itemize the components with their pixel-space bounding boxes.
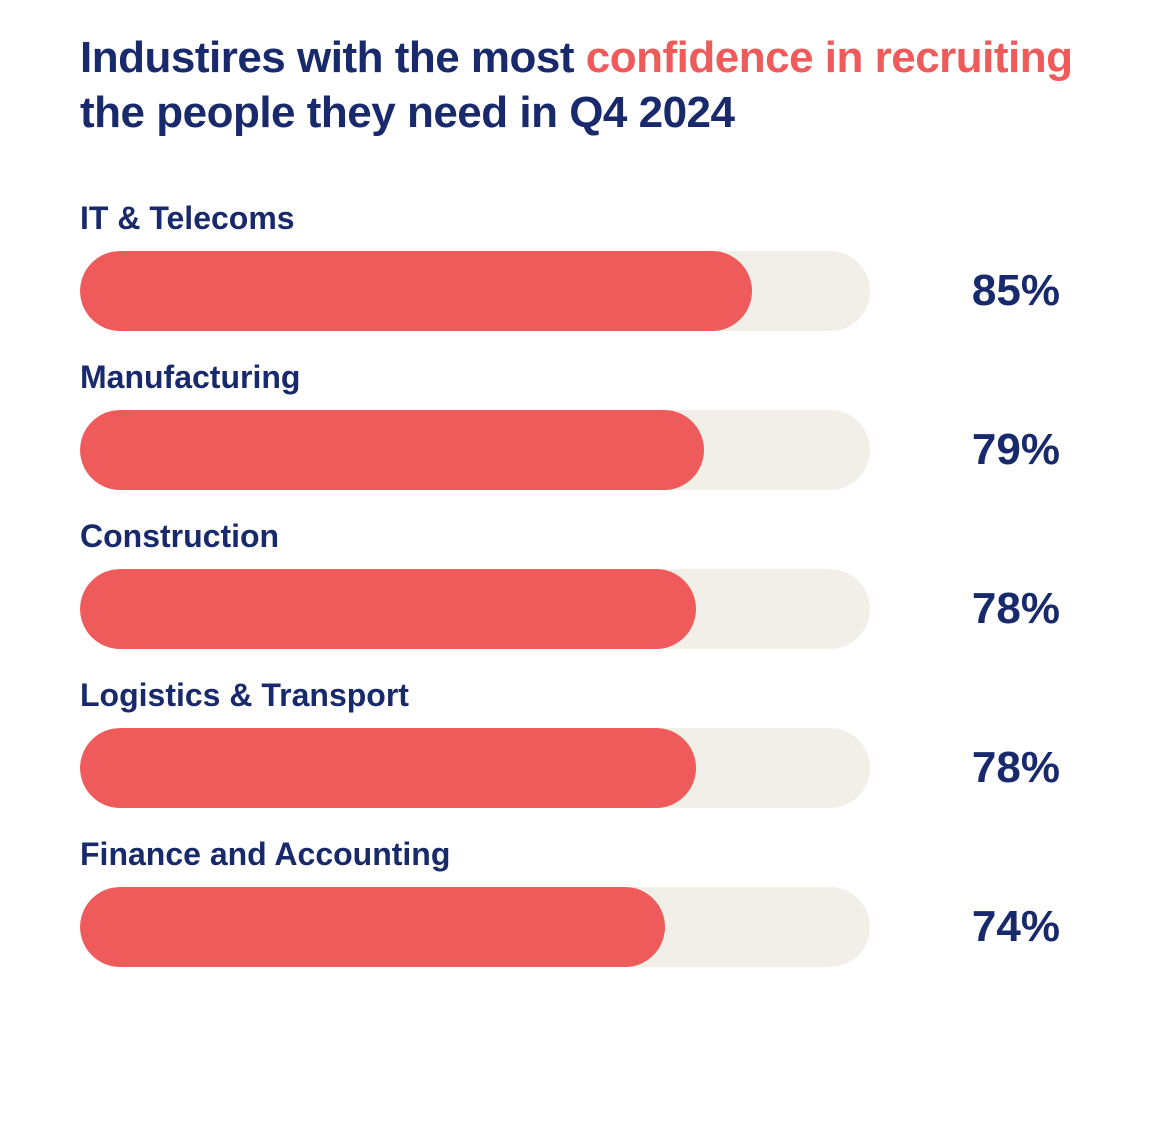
bar-value: 74% xyxy=(910,902,1060,952)
title-text-accent: confidence in recruiting xyxy=(586,33,1073,82)
bar-fill xyxy=(80,251,752,331)
chart-row: Logistics & Transport 78% xyxy=(80,677,1114,808)
bar-fill xyxy=(80,410,704,490)
bar-value: 79% xyxy=(910,425,1060,475)
title-text-primary-1: Industires with the most xyxy=(80,33,586,82)
bar-label: Logistics & Transport xyxy=(80,677,1114,714)
title-text-primary-2: the people they need in Q4 2024 xyxy=(80,88,735,137)
bar-value: 85% xyxy=(910,266,1060,316)
bar-value: 78% xyxy=(910,743,1060,793)
bar-and-value: 78% xyxy=(80,569,1114,649)
bar-fill xyxy=(80,728,696,808)
bar-track xyxy=(80,887,870,967)
bar-track xyxy=(80,728,870,808)
bar-label: Construction xyxy=(80,518,1114,555)
bar-track xyxy=(80,569,870,649)
bar-label: Finance and Accounting xyxy=(80,836,1114,873)
bar-fill xyxy=(80,887,665,967)
bar-track xyxy=(80,410,870,490)
chart-row: Finance and Accounting 74% xyxy=(80,836,1114,967)
bar-and-value: 79% xyxy=(80,410,1114,490)
bar-and-value: 85% xyxy=(80,251,1114,331)
bar-track xyxy=(80,251,870,331)
bar-fill xyxy=(80,569,696,649)
chart-row: Manufacturing 79% xyxy=(80,359,1114,490)
bar-label: Manufacturing xyxy=(80,359,1114,396)
chart-row: Construction 78% xyxy=(80,518,1114,649)
confidence-bar-chart: IT & Telecoms 85% Manufacturing 79% Cons… xyxy=(80,200,1114,967)
bar-and-value: 78% xyxy=(80,728,1114,808)
chart-row: IT & Telecoms 85% xyxy=(80,200,1114,331)
chart-title: Industires with the most confidence in r… xyxy=(80,30,1114,140)
bar-label: IT & Telecoms xyxy=(80,200,1114,237)
bar-and-value: 74% xyxy=(80,887,1114,967)
bar-value: 78% xyxy=(910,584,1060,634)
